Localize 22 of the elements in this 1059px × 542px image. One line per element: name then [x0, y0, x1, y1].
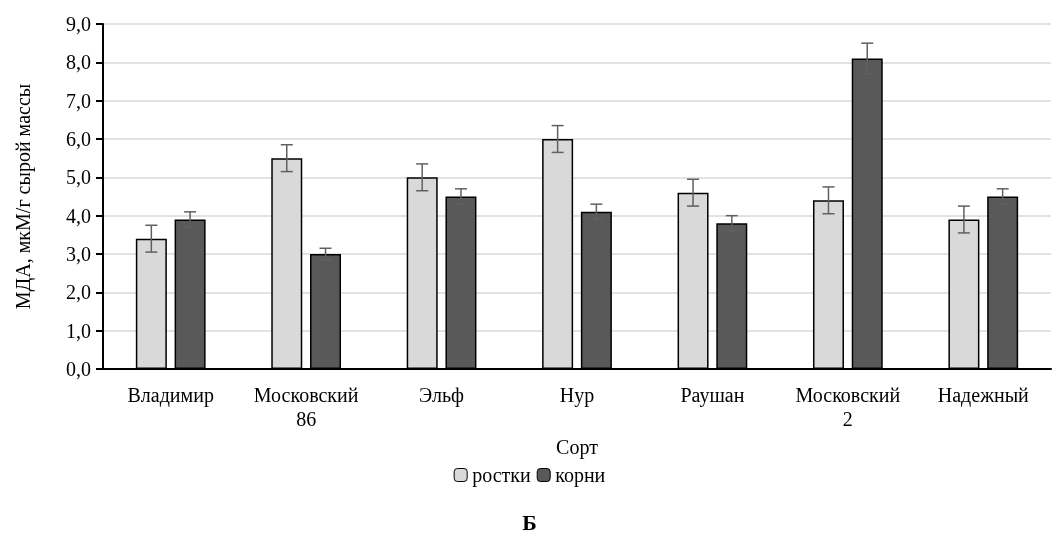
legend-label: ростки: [472, 464, 532, 487]
y-tick-label: 1,0: [66, 319, 91, 342]
x-tick-label: Раушан: [680, 384, 745, 407]
y-tick-label: 4,0: [66, 204, 91, 227]
x-tick-label: Владимир: [127, 384, 214, 407]
x-tick-label: Московский 86: [253, 384, 359, 430]
x-axis-title: Сорт: [556, 436, 599, 459]
y-tick-label: 5,0: [66, 166, 91, 189]
y-tick-label: 8,0: [66, 51, 91, 74]
y-tick-label: 9,0: [66, 13, 91, 35]
legend-label: корни: [555, 464, 606, 487]
x-tick-label: Московский 2: [795, 384, 901, 430]
y-axis-title: МДА, мкМ/г сырой массы: [12, 83, 35, 310]
x-tick-label: Надежный: [937, 384, 1030, 407]
x-tick-label: Эльф: [419, 384, 465, 407]
y-tick-label: 0,0: [66, 358, 91, 380]
y-tick-label: 2,0: [66, 281, 91, 304]
y-tick-label: 6,0: [66, 128, 91, 150]
text: Б: [522, 509, 537, 535]
x-tick-label: Нур: [559, 384, 595, 407]
y-tick-label: 7,0: [66, 89, 91, 112]
y-tick-label: 3,0: [66, 243, 91, 265]
